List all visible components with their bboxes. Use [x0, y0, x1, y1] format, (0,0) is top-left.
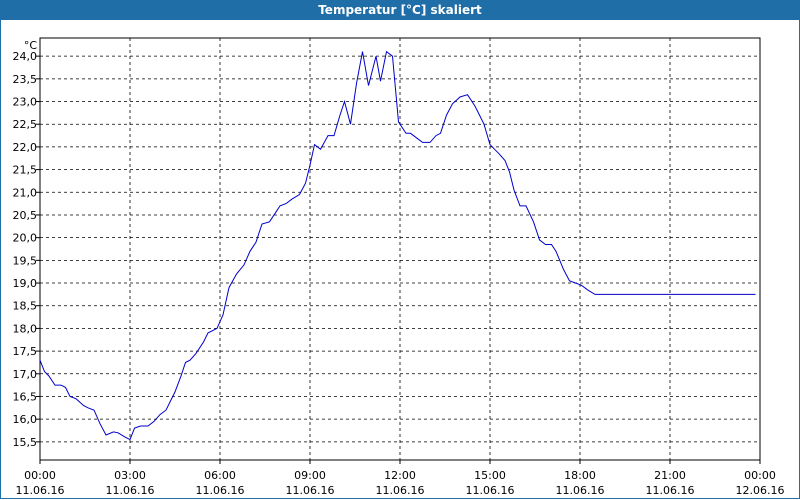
x-tick-time-label: 15:00	[474, 469, 506, 482]
x-tick-time-label: 09:00	[294, 469, 326, 482]
y-tick-label: 20,0	[13, 232, 38, 245]
y-tick-label: 17,0	[13, 368, 38, 381]
y-tick-label: 20,5	[13, 209, 38, 222]
x-tick-time-label: 00:00	[24, 469, 56, 482]
x-tick-date-label: 11.06.16	[286, 484, 335, 497]
x-tick-time-label: 06:00	[204, 469, 236, 482]
y-axis-unit-label: °C	[24, 39, 38, 52]
x-tick-date-label: 12.06.16	[736, 484, 785, 497]
y-tick-label: 22,0	[13, 141, 38, 154]
chart-title: Temperatur [°C] skaliert	[318, 3, 482, 17]
x-tick-date-label: 11.06.16	[646, 484, 695, 497]
x-tick-date-label: 11.06.16	[556, 484, 605, 497]
y-tick-label: 19,0	[13, 277, 38, 290]
x-tick-date-label: 11.06.16	[106, 484, 155, 497]
series-layer	[39, 50, 756, 441]
y-tick-label: 18,5	[13, 300, 38, 313]
x-tick-date-label: 11.06.16	[16, 484, 65, 497]
y-tick-label: 23,5	[13, 73, 38, 86]
x-tick-date-label: 11.06.16	[376, 484, 425, 497]
x-axis-ticks: 00:00 11.06.16 03:00 11.06.16 06:00 11.06.16 0…	[16, 460, 785, 497]
y-tick-label: 24,0	[13, 50, 38, 63]
x-tick-date-label: 11.06.16	[196, 484, 245, 497]
y-tick-label: 19,5	[13, 254, 38, 267]
x-tick-time-label: 21:00	[654, 469, 686, 482]
x-tick-time-label: 18:00	[564, 469, 596, 482]
y-tick-label: 21,0	[13, 186, 38, 199]
y-tick-label: 16,5	[13, 390, 38, 403]
x-tick-time-label: 03:00	[114, 469, 146, 482]
x-tick-time-label: 12:00	[384, 469, 416, 482]
temperature-series-line	[39, 50, 756, 441]
y-tick-label: 23,0	[13, 96, 38, 109]
y-tick-label: 15,5	[13, 436, 38, 449]
y-tick-label: 18,0	[13, 322, 38, 335]
y-tick-label: 21,5	[13, 164, 38, 177]
chart-title-bar: Temperatur [°C] skaliert	[0, 0, 800, 20]
grid-lines	[39, 37, 761, 461]
x-tick-time-label: 00:00	[744, 469, 776, 482]
y-tick-label: 22,5	[13, 118, 38, 131]
y-tick-label: 16,0	[13, 413, 38, 426]
y-axis-ticks: 15,5 16,0 16,5 17,0 17,5 18,0 18,5 19,0 19,5 20,0…	[13, 50, 40, 449]
y-tick-label: 17,5	[13, 345, 38, 358]
x-tick-date-label: 11.06.16	[466, 484, 515, 497]
